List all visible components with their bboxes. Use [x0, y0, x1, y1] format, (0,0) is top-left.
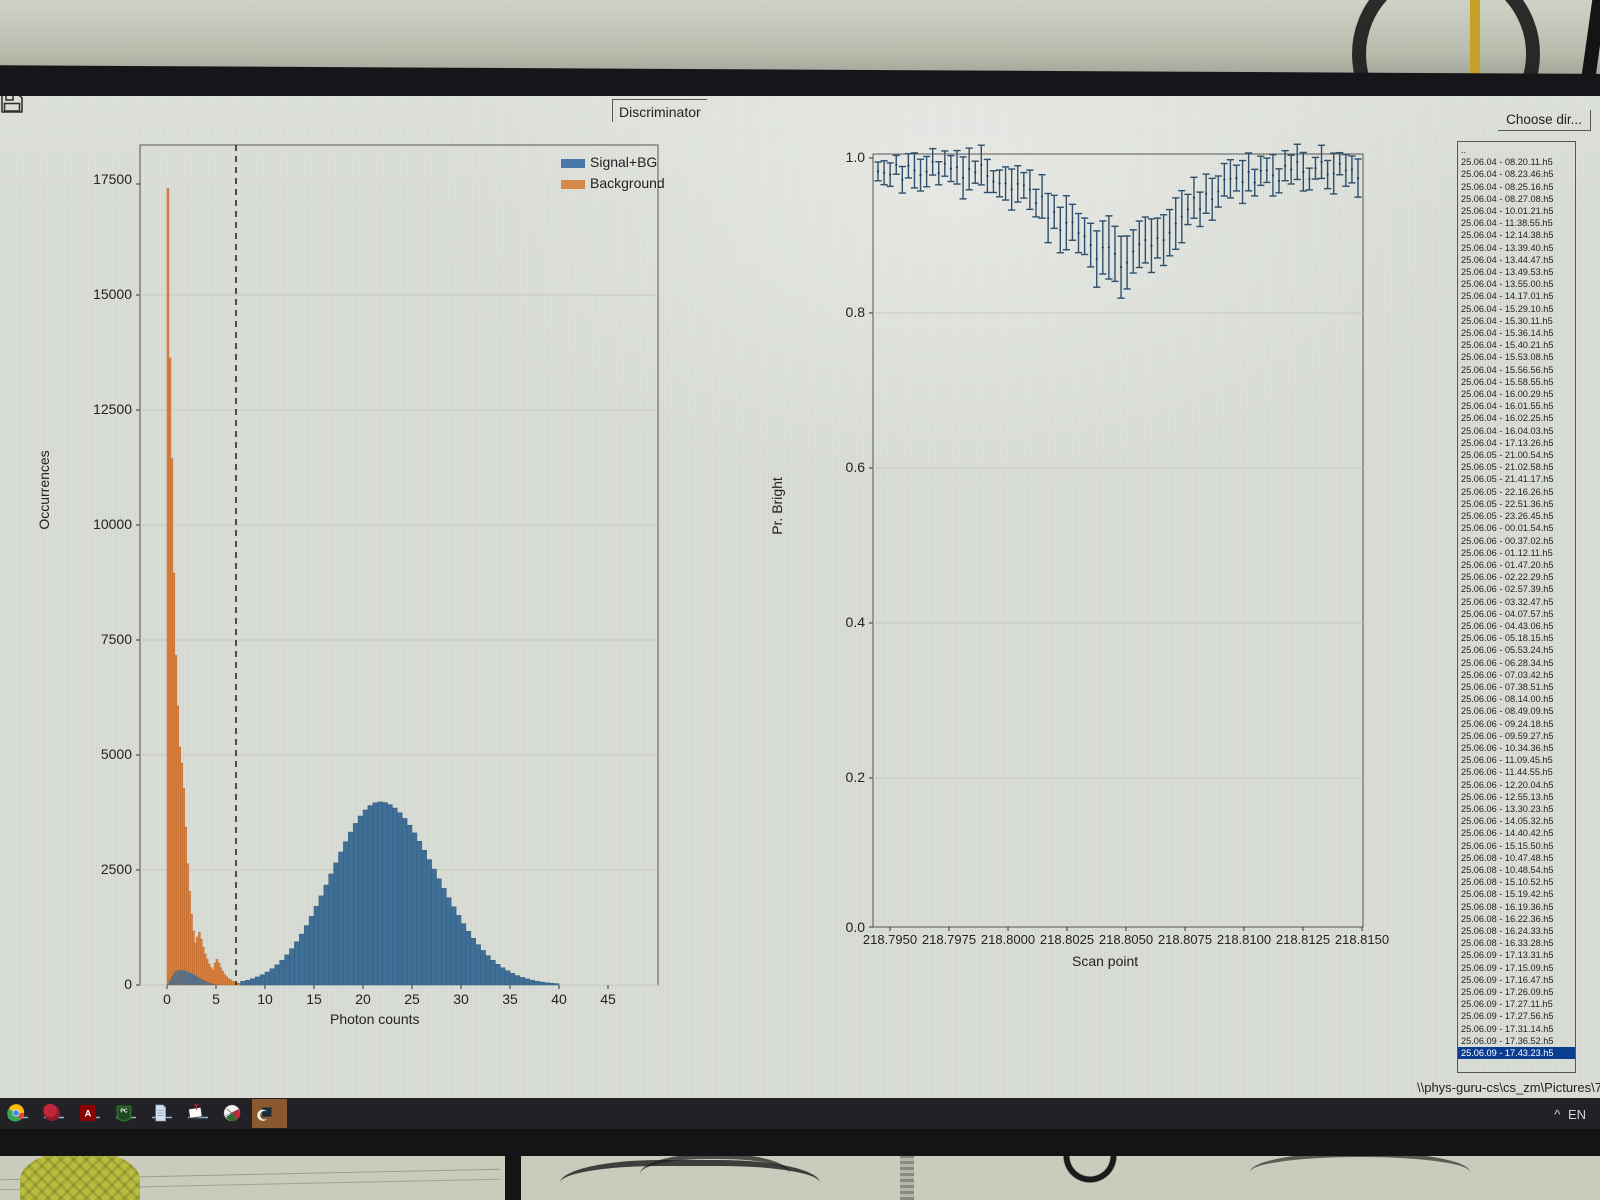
- svg-text:2500: 2500: [101, 861, 132, 877]
- svg-text:218.8000: 218.8000: [981, 932, 1035, 947]
- svg-text:0.6: 0.6: [846, 459, 866, 475]
- svg-text:0.8: 0.8: [846, 304, 866, 320]
- svg-text:T: T: [193, 1102, 199, 1112]
- svg-text:218.7950: 218.7950: [863, 932, 917, 947]
- svg-text:218.8125: 218.8125: [1276, 932, 1330, 947]
- svg-text:45: 45: [600, 991, 616, 1007]
- svg-text:Signal+BG: Signal+BG: [590, 154, 657, 170]
- svg-text:218.8025: 218.8025: [1040, 932, 1094, 947]
- svg-text:1.0: 1.0: [846, 149, 866, 165]
- svg-text:12500: 12500: [93, 401, 132, 417]
- svg-text:30: 30: [453, 991, 469, 1007]
- svg-text:10000: 10000: [93, 516, 132, 532]
- svg-text:15000: 15000: [93, 286, 132, 302]
- svg-text:A: A: [85, 1109, 92, 1119]
- svg-text:10: 10: [257, 991, 273, 1007]
- svg-text:35: 35: [502, 991, 518, 1007]
- svg-text:15: 15: [306, 991, 322, 1007]
- svg-text:218.8075: 218.8075: [1158, 932, 1212, 947]
- svg-text:5: 5: [212, 991, 220, 1007]
- svg-text:0.4: 0.4: [846, 614, 866, 630]
- svg-text:0: 0: [163, 991, 171, 1007]
- svg-text:Background: Background: [590, 175, 665, 191]
- svg-text:7500: 7500: [101, 631, 132, 647]
- svg-text:218.8050: 218.8050: [1099, 932, 1153, 947]
- svg-text:25: 25: [404, 991, 420, 1007]
- svg-text:40: 40: [551, 991, 567, 1007]
- svg-text:5000: 5000: [101, 746, 132, 762]
- svg-text:218.8100: 218.8100: [1217, 932, 1271, 947]
- svg-text:0.2: 0.2: [846, 769, 866, 785]
- svg-text:0: 0: [124, 976, 132, 992]
- svg-text:20: 20: [355, 991, 371, 1007]
- svg-text:17500: 17500: [93, 171, 132, 187]
- svg-text:PC: PC: [120, 1108, 128, 1114]
- svg-text:218.8150: 218.8150: [1335, 932, 1389, 947]
- svg-text:218.7975: 218.7975: [922, 932, 976, 947]
